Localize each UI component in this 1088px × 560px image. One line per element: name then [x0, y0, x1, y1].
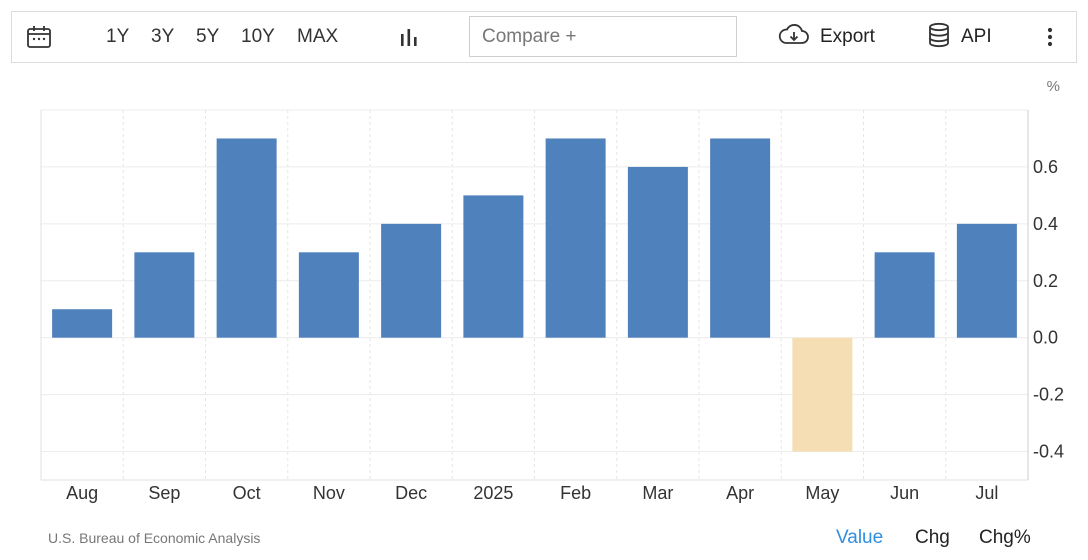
- bar-chart-icon[interactable]: [398, 12, 420, 62]
- x-tick-label: Dec: [395, 483, 427, 503]
- cloud-download-icon: [778, 23, 810, 52]
- x-tick-label: Jun: [890, 483, 919, 503]
- bar: [463, 195, 524, 338]
- bar: [627, 166, 688, 338]
- source-label: U.S. Bureau of Economic Analysis: [48, 530, 261, 546]
- export-button[interactable]: Export: [778, 12, 875, 62]
- bar: [298, 252, 359, 338]
- api-label: API: [961, 26, 992, 47]
- x-tick-label: Sep: [148, 483, 180, 503]
- unit-label: %: [1047, 78, 1060, 95]
- calendar-icon[interactable]: [26, 12, 52, 62]
- y-tick-label: 0.0: [1033, 328, 1058, 348]
- x-tick-label: Jul: [975, 483, 998, 503]
- bar: [134, 252, 195, 338]
- y-tick-label: 0.4: [1033, 214, 1058, 234]
- export-label: Export: [820, 26, 875, 47]
- bar: [874, 252, 935, 338]
- bar: [710, 138, 771, 338]
- y-tick-label: 0.6: [1033, 157, 1058, 177]
- x-tick-label: Apr: [726, 483, 754, 503]
- x-tick-label: Mar: [642, 483, 673, 503]
- bar: [545, 138, 606, 338]
- bar: [792, 337, 853, 452]
- bar: [956, 223, 1017, 338]
- y-tick-label: -0.4: [1033, 442, 1064, 462]
- bar: [52, 309, 113, 338]
- bar: [381, 223, 442, 338]
- chart-area: Aug Sep Oct Nov Dec 2025 Feb Mar Apr May Jun Jul -0.…: [0, 64, 1088, 504]
- y-tick-label: -0.2: [1033, 385, 1064, 405]
- range-3y-button[interactable]: 3Y: [151, 26, 175, 47]
- chart-toolbar: 1Y 3Y 5Y 10Y MAX Export: [11, 11, 1077, 63]
- x-tick-label: May: [805, 483, 839, 503]
- y-tick-label: 0.2: [1033, 271, 1058, 291]
- bar: [216, 138, 277, 338]
- x-tick-label: Oct: [233, 483, 261, 503]
- tab-chg[interactable]: Chg: [915, 527, 950, 548]
- range-1y-button[interactable]: 1Y: [106, 26, 130, 47]
- range-5y-button[interactable]: 5Y: [196, 26, 220, 47]
- x-tick-label: Feb: [560, 483, 591, 503]
- tab-chg-percent[interactable]: Chg%: [979, 527, 1031, 548]
- bar-chart: Aug Sep Oct Nov Dec 2025 Feb Mar Apr May Jun Jul -0.…: [40, 78, 1064, 503]
- x-tick-label: Nov: [313, 483, 345, 503]
- compare-input[interactable]: [469, 16, 737, 57]
- x-tick-label: Aug: [66, 483, 98, 503]
- range-10y-button[interactable]: 10Y: [241, 26, 275, 47]
- more-vertical-icon[interactable]: [1046, 12, 1054, 62]
- range-max-button[interactable]: MAX: [297, 26, 339, 47]
- api-button[interactable]: API: [927, 12, 992, 62]
- tab-value[interactable]: Value: [836, 527, 884, 548]
- x-tick-label: 2025: [473, 483, 513, 503]
- database-icon: [927, 22, 951, 53]
